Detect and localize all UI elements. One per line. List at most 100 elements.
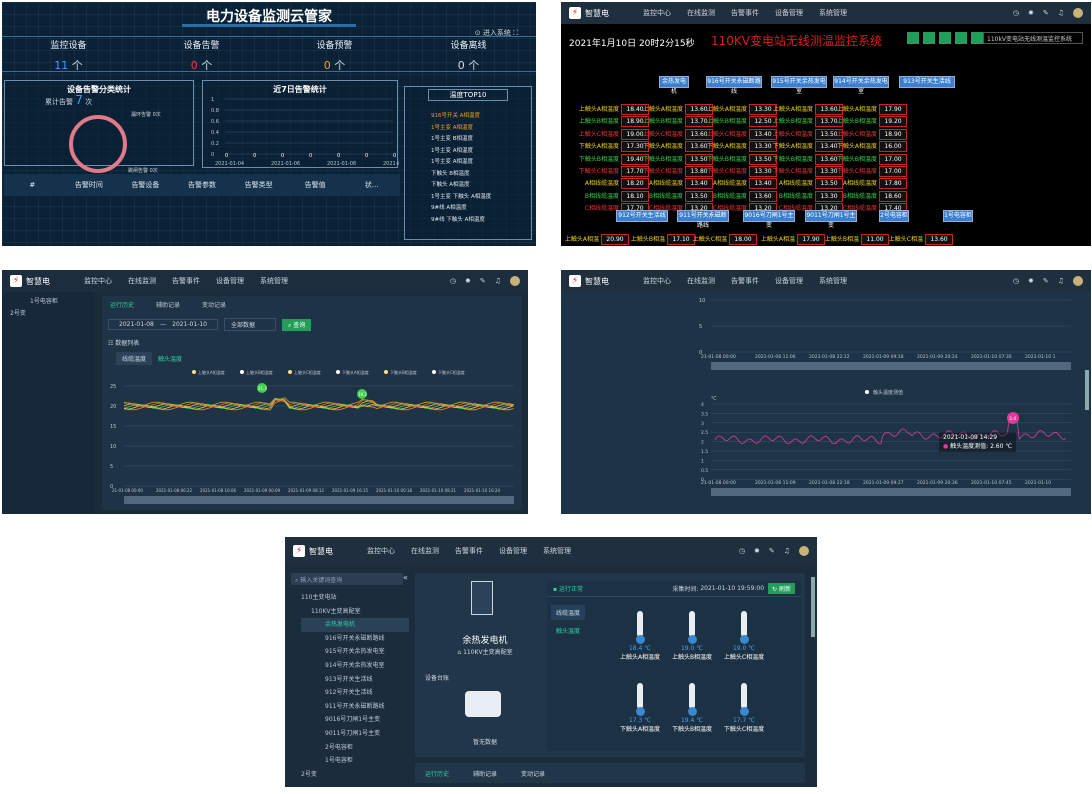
node-box[interactable]: 911号开关永磁断路线 bbox=[677, 210, 729, 229]
tab-history[interactable]: 运行历史 bbox=[110, 302, 135, 309]
data-select[interactable]: 全部数据 bbox=[224, 318, 276, 331]
menu-item[interactable]: 监控中心 bbox=[84, 277, 112, 285]
bell-icon[interactable]: ♫ bbox=[494, 277, 501, 285]
menu-item[interactable]: 在线监测 bbox=[687, 277, 715, 285]
menu-item[interactable]: 在线监测 bbox=[411, 547, 439, 555]
gear-icon[interactable]: ✹ bbox=[1027, 9, 1034, 17]
menu-item[interactable]: 监控中心 bbox=[643, 9, 671, 17]
tab-history[interactable]: 运行历史 bbox=[425, 771, 450, 778]
tree-item[interactable]: 916号开关永磁断路线 bbox=[325, 634, 385, 642]
avatar[interactable] bbox=[1073, 276, 1083, 286]
system-select[interactable]: 110kV变电站无线测温监控系统 bbox=[983, 32, 1083, 44]
menu-item[interactable]: 告警事件 bbox=[731, 9, 759, 17]
menu-item[interactable]: 告警事件 bbox=[455, 547, 483, 555]
node-box[interactable]: 1号电容柜 bbox=[943, 210, 973, 222]
menu-item[interactable]: 系统管理 bbox=[260, 277, 288, 285]
tab-aux[interactable]: 辅助记录 bbox=[473, 771, 498, 778]
tree-item[interactable]: 余热发电机 bbox=[301, 618, 409, 632]
node-box[interactable]: 9011号刀闸1号主变 bbox=[805, 210, 857, 229]
table-col-header[interactable]: 告警值 bbox=[304, 181, 326, 189]
toolbar-button[interactable] bbox=[939, 32, 951, 44]
menu-item[interactable]: 系统管理 bbox=[819, 9, 847, 17]
table-col-header[interactable]: 告警时间 bbox=[74, 181, 103, 189]
avatar[interactable] bbox=[1073, 8, 1083, 18]
scrollbar[interactable] bbox=[811, 577, 815, 637]
node-box[interactable]: 余热发电机 bbox=[659, 76, 689, 95]
tree-item[interactable]: 913号开关生活线 bbox=[325, 675, 373, 683]
edit-icon[interactable]: ✎ bbox=[1042, 9, 1049, 17]
subtab-contact[interactable]: 触头温度 bbox=[556, 628, 581, 635]
tree-item[interactable]: 912号开关生活线 bbox=[325, 689, 373, 697]
menu-item[interactable]: 监控中心 bbox=[643, 277, 671, 285]
tree-item[interactable]: 914号开关余热发电室 bbox=[325, 661, 385, 669]
tree-item[interactable]: 2号电容柜 bbox=[325, 743, 353, 751]
enter-system-button[interactable]: ⊙ 进入系统 ⛶ bbox=[474, 29, 518, 37]
edit-icon[interactable]: ✎ bbox=[768, 547, 775, 555]
bell-icon[interactable]: ♫ bbox=[783, 547, 790, 555]
node-box[interactable]: 916号开关永磁断路线 bbox=[706, 76, 762, 95]
menu-item[interactable]: 在线监测 bbox=[687, 9, 715, 17]
edit-icon[interactable]: ✎ bbox=[1042, 277, 1049, 285]
gear-icon[interactable]: ✹ bbox=[1027, 277, 1034, 285]
menu-item[interactable]: 设备管理 bbox=[216, 277, 244, 285]
tree-item[interactable]: 9011号刀闸1号主变 bbox=[325, 729, 381, 737]
edit-icon[interactable]: ✎ bbox=[479, 277, 486, 285]
collapse-icon[interactable]: « bbox=[403, 573, 408, 582]
bell-icon[interactable]: ♫ bbox=[1057, 277, 1064, 285]
node-box[interactable]: 913号开关生活线 bbox=[899, 76, 955, 88]
toolbar-button[interactable] bbox=[923, 32, 935, 44]
toolbar-button[interactable] bbox=[907, 32, 919, 44]
tree-item[interactable]: 110KV主变高配室 bbox=[311, 607, 361, 615]
node-box[interactable]: 912号开关生活线 bbox=[616, 210, 668, 222]
table-col-header[interactable]: 告警参数 bbox=[188, 181, 217, 189]
menu-item[interactable]: 设备管理 bbox=[775, 277, 803, 285]
refresh-button[interactable]: ↻ 刷新 bbox=[768, 583, 795, 594]
node-box[interactable]: 915号开关余热发电室 bbox=[771, 76, 827, 95]
avatar[interactable] bbox=[799, 546, 809, 556]
menu-item[interactable]: 监控中心 bbox=[367, 547, 395, 555]
gear-icon[interactable]: ✹ bbox=[753, 547, 760, 555]
clock-icon[interactable]: ◷ bbox=[449, 277, 456, 285]
menu-item[interactable]: 告警事件 bbox=[731, 277, 759, 285]
thermometer-bulb bbox=[739, 635, 749, 644]
table-col-header[interactable]: 状... bbox=[364, 181, 379, 189]
tree-item[interactable]: 2号变 bbox=[301, 770, 317, 778]
toolbar-button[interactable] bbox=[971, 32, 983, 44]
tab-aux[interactable]: 辅助记录 bbox=[156, 302, 181, 309]
subtab-contact[interactable]: 触头温度 bbox=[158, 356, 183, 363]
table-col-header[interactable]: # bbox=[29, 181, 36, 189]
subtab-cable[interactable]: 线缆温度 bbox=[116, 352, 153, 365]
toolbar-button[interactable] bbox=[955, 32, 967, 44]
avatar[interactable] bbox=[510, 276, 520, 286]
node-box[interactable]: 914号开关余热发电室 bbox=[833, 76, 889, 95]
menu-item[interactable]: 设备管理 bbox=[499, 547, 527, 555]
node-box[interactable]: 9016号刀闸1号主变 bbox=[743, 210, 795, 229]
tree-item[interactable]: 1号电容柜 bbox=[325, 757, 353, 765]
tree-item[interactable]: 1号电容柜 bbox=[30, 298, 58, 305]
tree-item[interactable]: 911号开关永磁断路线 bbox=[325, 702, 385, 710]
bell-icon[interactable]: ♫ bbox=[1057, 9, 1064, 17]
tree-item[interactable]: 110主变电站 bbox=[301, 594, 337, 601]
menu-item[interactable]: 系统管理 bbox=[819, 277, 847, 285]
table-col-header[interactable]: 告警设备 bbox=[131, 181, 160, 189]
tree-item[interactable]: 915号开关余热发电室 bbox=[325, 648, 385, 656]
query-button[interactable]: ⌕ 查询 bbox=[282, 318, 312, 331]
tree-item[interactable]: 2号变 bbox=[10, 310, 26, 317]
tab-change[interactable]: 变动记录 bbox=[521, 771, 546, 778]
tab-change[interactable]: 变动记录 bbox=[202, 302, 227, 309]
node-box[interactable]: 2号电容柜 bbox=[879, 210, 909, 222]
search-input[interactable]: ⌕ 输入关键词查询 bbox=[291, 573, 403, 585]
menu-item[interactable]: 设备管理 bbox=[775, 9, 803, 17]
clock-icon[interactable]: ◷ bbox=[738, 547, 745, 555]
gear-icon[interactable]: ✹ bbox=[464, 277, 471, 285]
clock-icon[interactable]: ◷ bbox=[1012, 9, 1019, 17]
clock-icon[interactable]: ◷ bbox=[1012, 277, 1019, 285]
tree-item[interactable]: 9016号刀闸1号主变 bbox=[325, 716, 381, 724]
scrollbar[interactable] bbox=[1085, 370, 1089, 410]
menu-item[interactable]: 系统管理 bbox=[543, 547, 571, 555]
subtab-cable[interactable]: 线缆温度 bbox=[551, 605, 586, 620]
menu-item[interactable]: 在线监测 bbox=[128, 277, 156, 285]
date-range-input[interactable]: 2021-01-08 — 2021-01-10 bbox=[108, 319, 218, 330]
menu-item[interactable]: 告警事件 bbox=[172, 277, 200, 285]
table-col-header[interactable]: 告警类型 bbox=[244, 181, 273, 189]
